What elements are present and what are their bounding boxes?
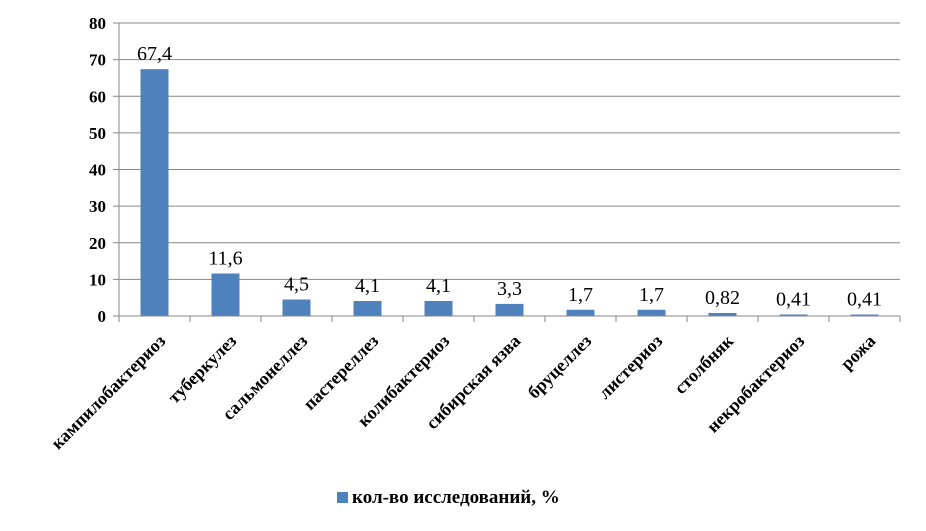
bar	[850, 314, 879, 316]
data-label: 3,3	[497, 278, 522, 300]
data-label: 1,7	[568, 284, 593, 306]
data-label: 4,1	[355, 275, 380, 297]
y-tick-label: 60	[89, 87, 106, 106]
y-tick-label: 30	[89, 197, 106, 216]
gridlines	[113, 22, 900, 317]
data-label: 4,1	[426, 275, 451, 297]
data-labels: 67,4 11,6 4,5 4,1 4,1 3,3 1,7 1,7 0,82 0,41 0,41	[137, 43, 882, 310]
category-label: кампилобактериоз	[47, 331, 169, 453]
bar	[495, 303, 524, 316]
bar	[211, 273, 240, 316]
y-tick-label: 0	[98, 307, 107, 326]
data-label: 0,41	[776, 288, 811, 310]
y-axis-tick-labels: 0 10 20 30 40 50 60 70 80	[89, 14, 106, 326]
data-label: 4,5	[284, 274, 309, 296]
bar	[140, 69, 169, 317]
y-tick-label: 40	[89, 161, 106, 180]
x-axis-category-labels: кампилобактериозтуберкулезсальмонеллезпа…	[47, 330, 879, 453]
legend: кол-во исследований, %	[337, 487, 560, 508]
bar	[353, 300, 382, 316]
bar	[708, 312, 737, 316]
bar	[566, 309, 595, 316]
y-tick-label: 50	[89, 124, 106, 143]
y-tick-label: 70	[89, 51, 106, 70]
category-label: бруцеллез	[524, 331, 596, 403]
data-label: 1,7	[639, 284, 664, 306]
bar	[282, 299, 311, 316]
legend-swatch	[337, 492, 348, 503]
y-tick-label: 80	[89, 14, 106, 33]
data-label: 0,82	[705, 287, 740, 309]
bars	[140, 69, 879, 317]
y-tick-label: 20	[89, 234, 106, 253]
category-label: листериоз	[594, 331, 666, 403]
y-tick-label: 10	[89, 270, 106, 289]
data-label: 0,41	[847, 288, 882, 310]
legend-label: кол-во исследований, %	[352, 487, 560, 508]
category-label: рожа	[836, 331, 879, 374]
bar	[424, 300, 453, 316]
bar	[637, 309, 666, 316]
category-label: столбняк	[670, 330, 738, 398]
data-label: 11,6	[208, 248, 242, 270]
data-label: 67,4	[137, 43, 172, 65]
bar	[779, 314, 808, 316]
category-label: туберкулез	[164, 331, 240, 407]
x-axis	[118, 315, 901, 322]
